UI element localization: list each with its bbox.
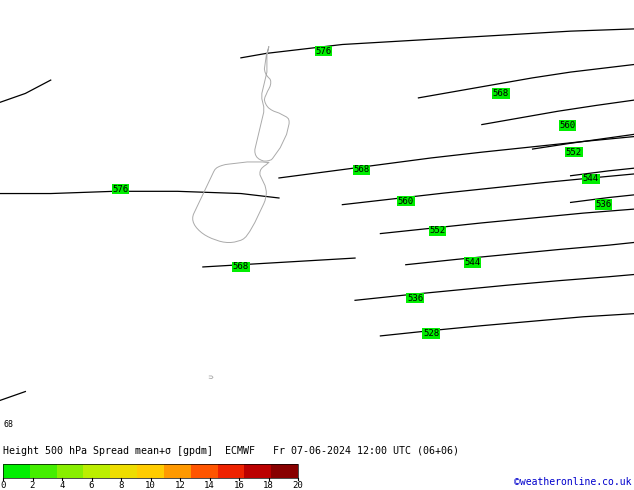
Text: 568: 568 xyxy=(353,166,370,174)
Bar xyxy=(30,464,56,478)
Text: 568: 568 xyxy=(233,263,249,271)
Bar xyxy=(56,464,84,478)
Text: 16: 16 xyxy=(233,482,244,490)
Bar xyxy=(191,464,217,478)
Text: 552: 552 xyxy=(429,226,446,235)
Text: 4: 4 xyxy=(60,482,65,490)
Bar xyxy=(3,464,298,478)
Bar xyxy=(271,464,298,478)
Text: 20: 20 xyxy=(293,482,304,490)
Text: 568: 568 xyxy=(493,89,509,98)
Bar xyxy=(84,464,110,478)
Text: 552: 552 xyxy=(566,147,582,157)
Text: 536: 536 xyxy=(595,200,612,209)
Text: 0: 0 xyxy=(0,482,6,490)
Text: 12: 12 xyxy=(174,482,185,490)
Text: 560: 560 xyxy=(398,196,414,206)
Text: 8: 8 xyxy=(119,482,124,490)
Text: ©weatheronline.co.uk: ©weatheronline.co.uk xyxy=(514,477,631,487)
Text: 14: 14 xyxy=(204,482,215,490)
Text: 6: 6 xyxy=(89,482,94,490)
Text: 544: 544 xyxy=(464,258,481,267)
Bar xyxy=(164,464,191,478)
Text: 576: 576 xyxy=(315,47,332,56)
Text: 536: 536 xyxy=(407,294,424,303)
Bar xyxy=(244,464,271,478)
Bar xyxy=(217,464,244,478)
Bar xyxy=(110,464,137,478)
Text: 2: 2 xyxy=(30,482,36,490)
Text: 528: 528 xyxy=(423,329,439,338)
Text: 560: 560 xyxy=(559,121,576,130)
Text: 18: 18 xyxy=(263,482,274,490)
Text: 68: 68 xyxy=(3,420,13,429)
Text: Height 500 hPa Spread mean+σ [gpdm]  ECMWF   Fr 07-06-2024 12:00 UTC (06+06): Height 500 hPa Spread mean+σ [gpdm] ECMW… xyxy=(3,446,459,456)
Text: 10: 10 xyxy=(145,482,156,490)
Text: 544: 544 xyxy=(583,174,599,183)
Text: 576: 576 xyxy=(112,185,129,194)
Bar xyxy=(3,464,30,478)
Bar xyxy=(137,464,164,478)
